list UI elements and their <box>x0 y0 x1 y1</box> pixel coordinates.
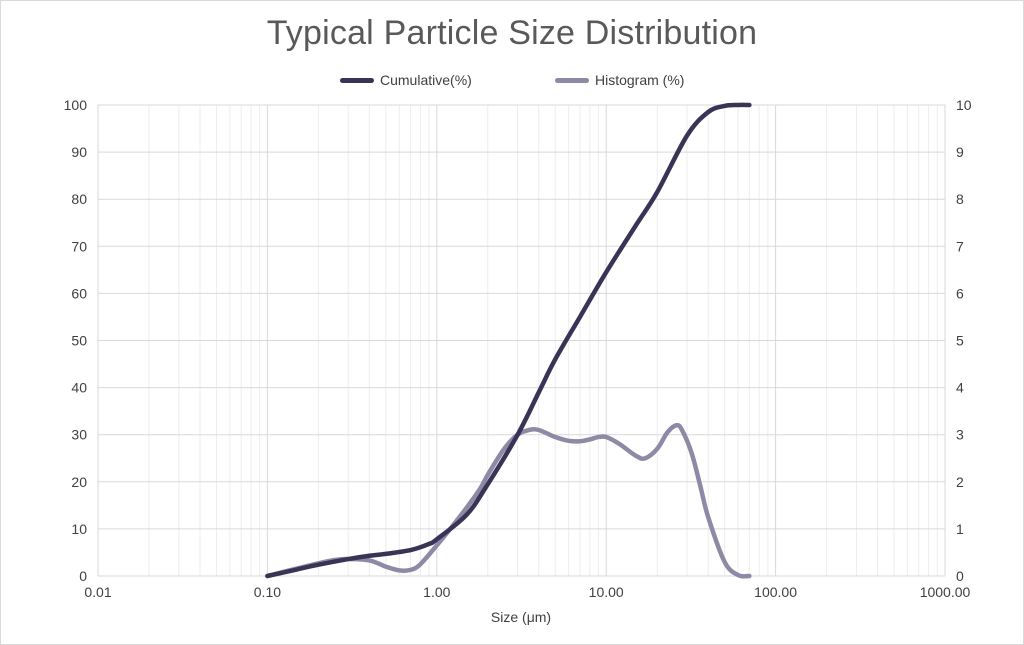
legend: Cumulative(%) Histogram (%) <box>0 70 1024 90</box>
series-line-histogram <box>265 422 752 579</box>
x-tick-label: 1.00 <box>423 584 450 600</box>
series-lines <box>265 102 752 579</box>
x-tick-label: 0.01 <box>84 584 111 600</box>
grid-major <box>97 104 946 577</box>
y-tick-label-right: 1 <box>956 521 964 537</box>
y-tick-label-left: 30 <box>71 427 87 443</box>
legend-label-histogram: Histogram (%) <box>595 72 685 88</box>
y-tick-label-right: 7 <box>956 238 964 254</box>
legend-item-cumulative: Cumulative(%) <box>340 70 472 90</box>
x-axis-label: Size (μm) <box>491 609 551 625</box>
chart-title: Typical Particle Size Distribution <box>266 14 758 52</box>
y-tick-label-right: 4 <box>956 380 964 396</box>
x-tick-label: 1000.00 <box>920 584 971 600</box>
series-line-cumulative <box>265 102 752 579</box>
y-tick-label-left: 100 <box>64 97 88 113</box>
y-tick-label-right: 9 <box>956 144 964 160</box>
x-tick-label: 10.00 <box>589 584 624 600</box>
y-tick-label-left: 80 <box>71 191 87 207</box>
legend-swatch-histogram <box>555 77 589 83</box>
y-axis-right: 0 1 2 3 4 5 6 7 8 9 10 <box>956 97 972 584</box>
y-tick-label-right: 3 <box>956 427 964 443</box>
y-tick-label-right: 6 <box>956 285 964 301</box>
y-tick-label-right: 2 <box>956 474 964 490</box>
y-tick-label-right: 10 <box>956 97 972 113</box>
legend-swatch-cumulative <box>340 77 374 83</box>
y-axis-left: 0 10 20 30 40 50 60 70 80 90 100 <box>64 97 88 584</box>
x-tick-label: 100.00 <box>754 584 797 600</box>
y-tick-label-left: 40 <box>71 380 87 396</box>
legend-item-histogram: Histogram (%) <box>555 70 684 90</box>
y-tick-label-left: 10 <box>71 521 87 537</box>
y-tick-label-left: 0 <box>79 568 87 584</box>
y-tick-label-left: 50 <box>71 333 87 349</box>
legend-label-cumulative: Cumulative(%) <box>380 72 472 88</box>
y-tick-label-left: 90 <box>71 144 87 160</box>
x-axis: 0.01 0.10 1.00 10.00 100.00 1000.00 <box>84 584 970 600</box>
x-tick-label: 0.10 <box>254 584 281 600</box>
y-tick-label-right: 0 <box>956 568 964 584</box>
y-tick-label-left: 20 <box>71 474 87 490</box>
y-tick-label-left: 60 <box>71 285 87 301</box>
y-tick-label-right: 8 <box>956 191 964 207</box>
y-tick-label-right: 5 <box>956 333 964 349</box>
y-tick-label-left: 70 <box>71 238 87 254</box>
